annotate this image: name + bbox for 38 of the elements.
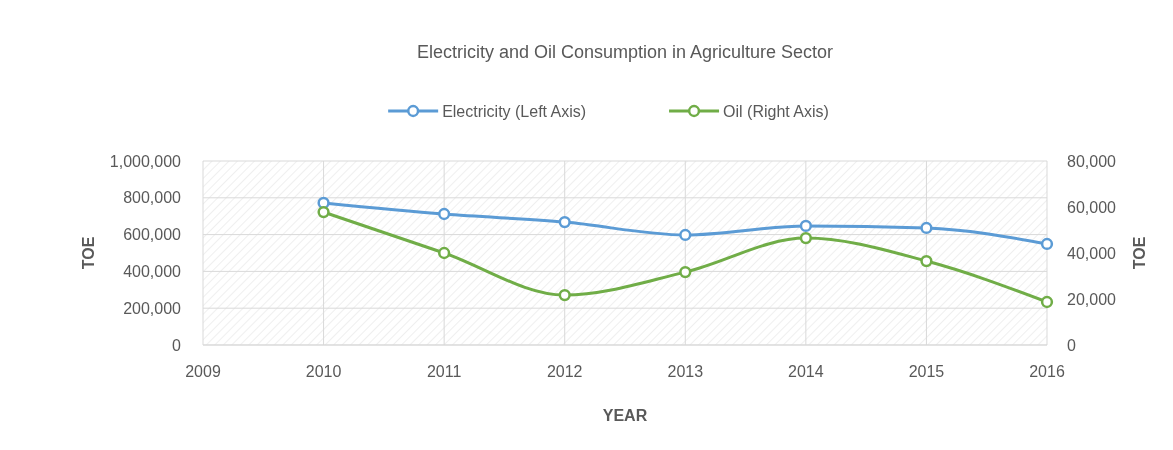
legend-label: Oil (Right Axis) bbox=[723, 102, 829, 120]
x-tick-label: 2009 bbox=[185, 363, 221, 380]
x-tick-label: 2012 bbox=[546, 363, 583, 380]
y2-tick-label: 60,000 bbox=[1067, 198, 1117, 216]
point bbox=[920, 254, 933, 268]
point bbox=[920, 221, 933, 235]
y-tick-label: 1,000,000 bbox=[109, 152, 182, 170]
x-tick-label: 2011 bbox=[426, 363, 462, 380]
point bbox=[799, 231, 812, 245]
x-tick-label: 2014 bbox=[788, 363, 824, 380]
point bbox=[438, 207, 451, 221]
y-tick-label: 600,000 bbox=[123, 226, 182, 244]
x-tick-label: 2013 bbox=[667, 363, 704, 380]
y-tick-label: 0 bbox=[172, 336, 182, 354]
point bbox=[679, 228, 692, 242]
point bbox=[558, 288, 571, 302]
y2-tick-label: 40,000 bbox=[1067, 244, 1117, 262]
y-axis-title: TOE bbox=[80, 236, 97, 270]
point bbox=[1040, 237, 1054, 251]
point bbox=[679, 265, 692, 279]
y2-tick-label: 80,000 bbox=[1067, 152, 1117, 170]
x-tick-label: 2016 bbox=[1029, 363, 1065, 380]
point bbox=[438, 246, 451, 260]
x-tick-label: 2015 bbox=[908, 363, 945, 380]
point bbox=[317, 205, 330, 219]
point bbox=[799, 219, 812, 233]
x-axis-title: YEAR bbox=[602, 407, 648, 424]
y-tick-label: 800,000 bbox=[123, 189, 182, 207]
y-tick-label: 400,000 bbox=[123, 263, 182, 280]
y2-tick-label: 20,000 bbox=[1067, 290, 1117, 308]
point bbox=[558, 215, 571, 229]
point bbox=[1040, 295, 1054, 309]
chart-title: Electricity and Oil Consumption in Agriculture Sector bbox=[416, 42, 834, 62]
y2-tick-label: 0 bbox=[1067, 336, 1076, 354]
x-tick-label: 2010 bbox=[305, 363, 342, 380]
y2-axis-title: TOE bbox=[1131, 236, 1148, 270]
legend-label: Electricity (Left Axis) bbox=[442, 102, 587, 120]
y-tick-label: 200,000 bbox=[123, 299, 182, 317]
